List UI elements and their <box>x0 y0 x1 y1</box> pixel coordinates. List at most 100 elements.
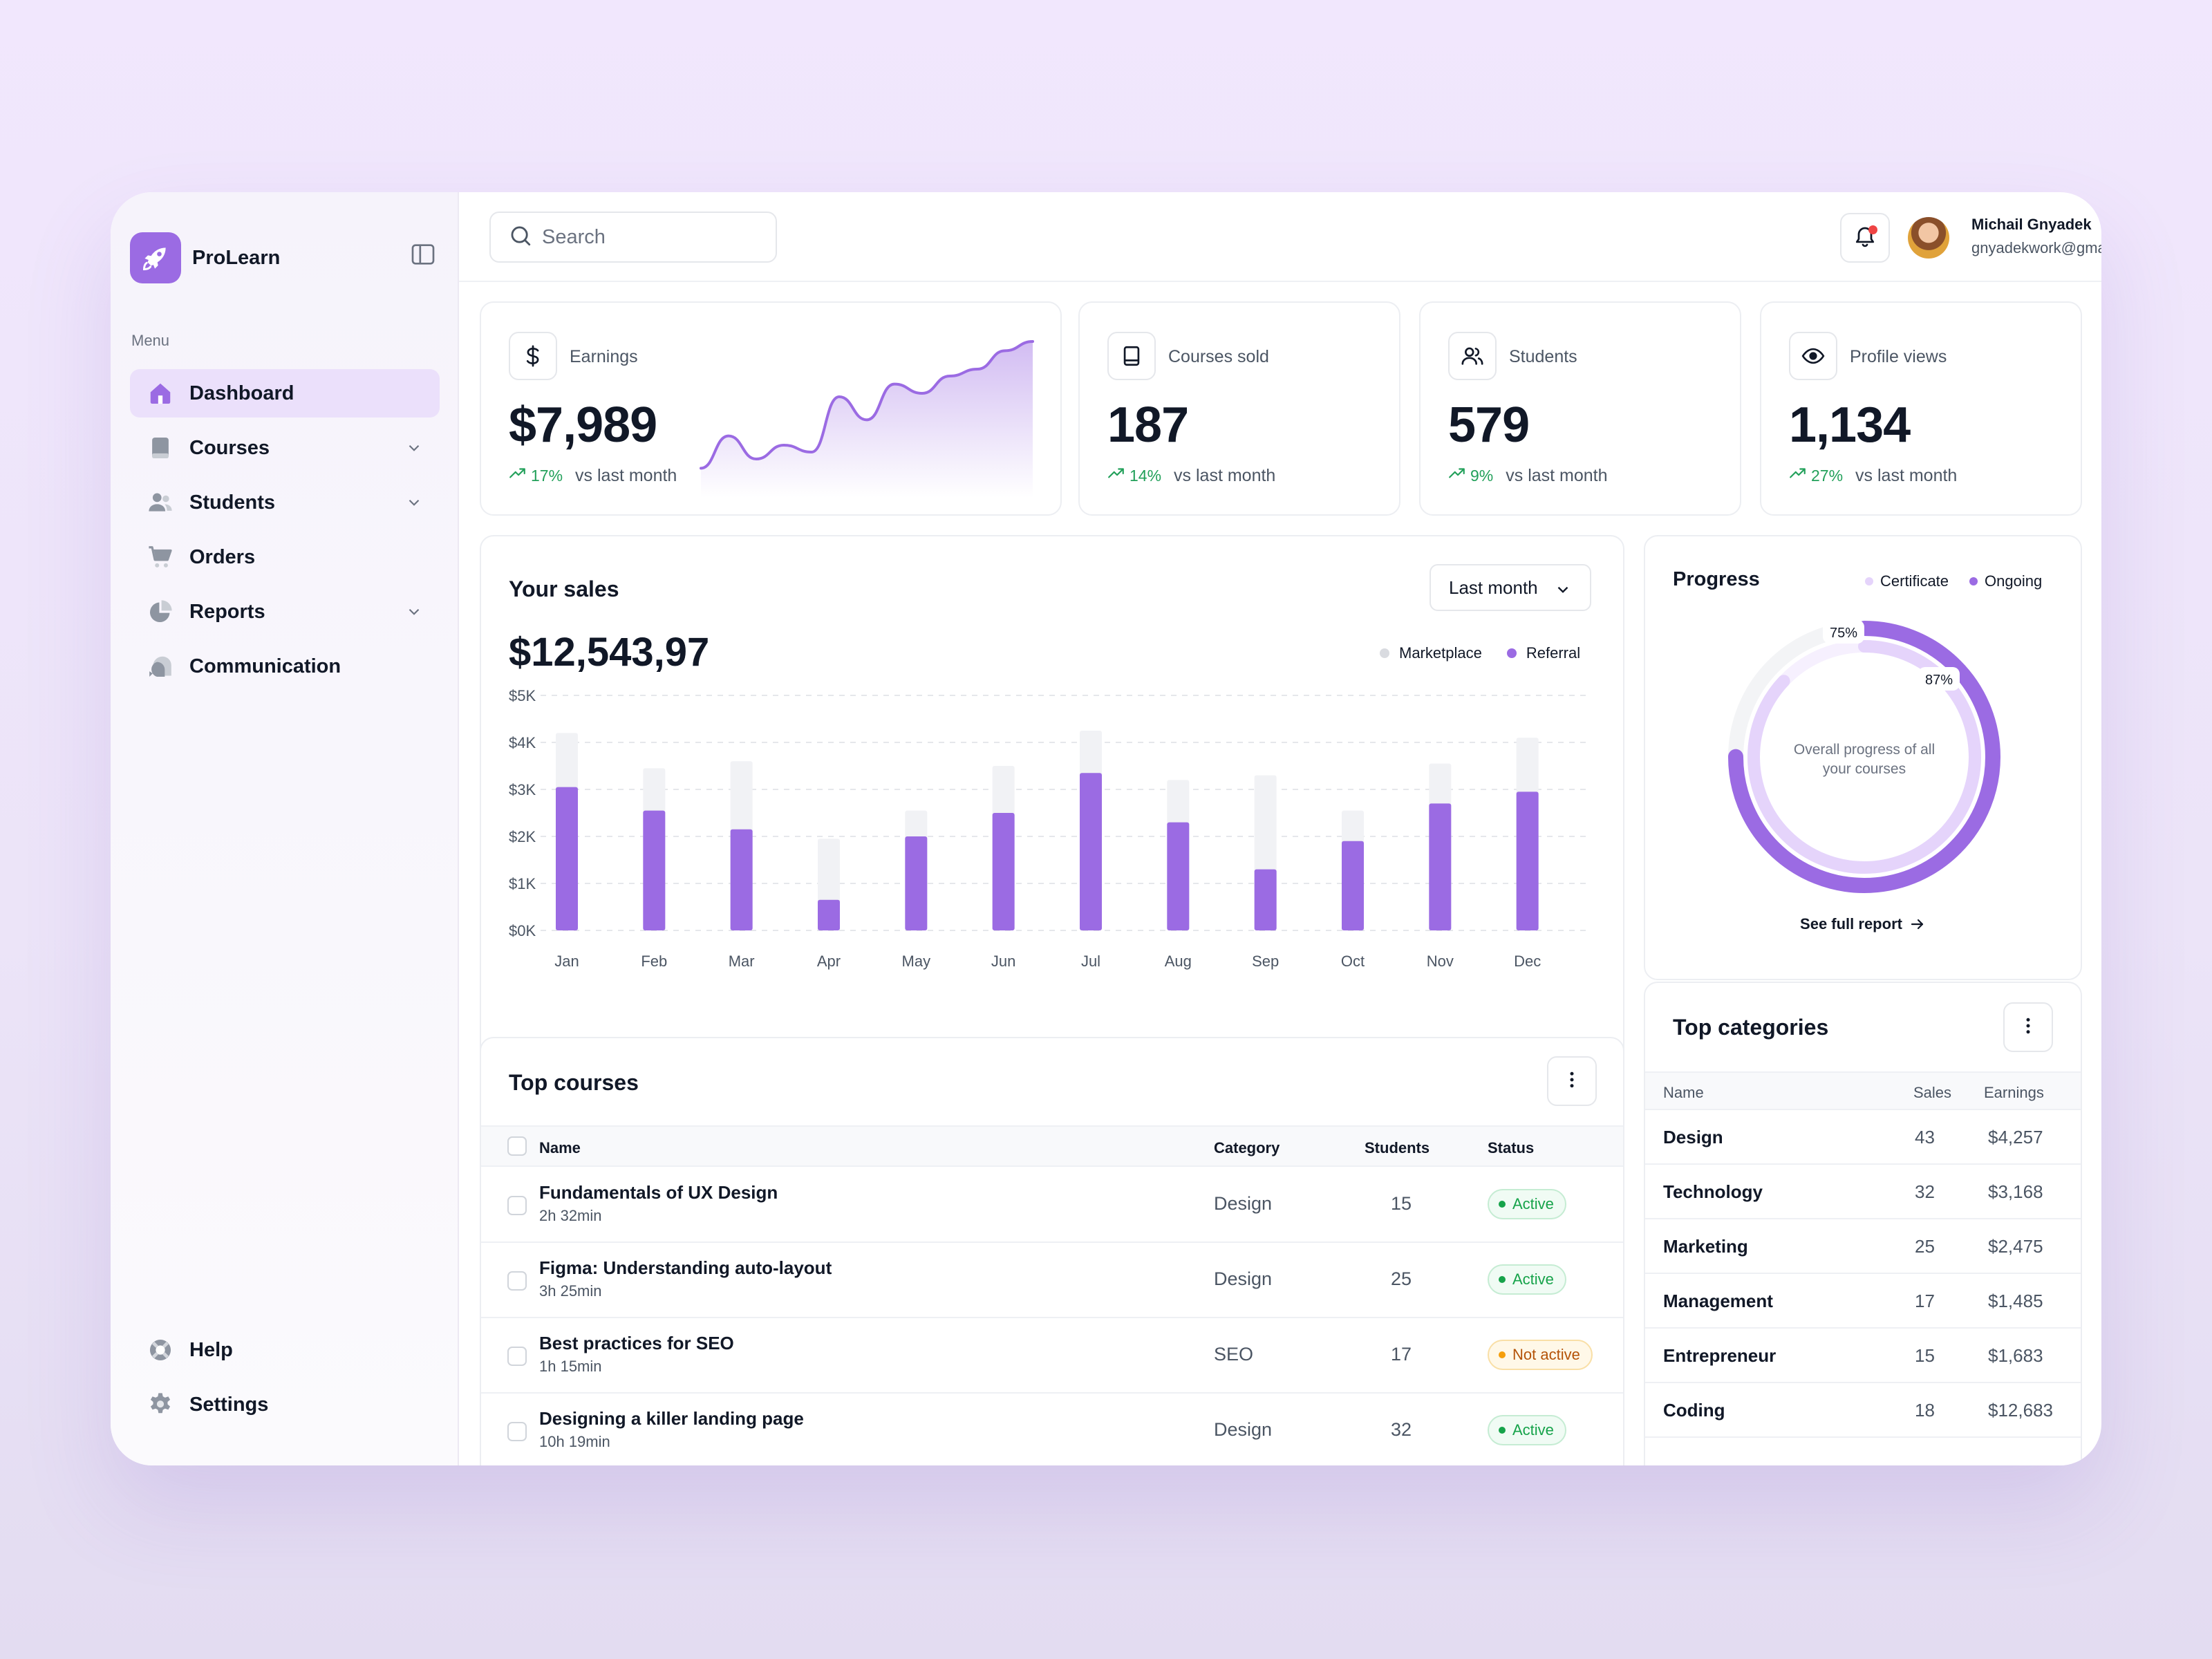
trend-up-icon <box>1789 465 1807 487</box>
y-tick-label: $3K <box>509 781 536 798</box>
main-nav: Dashboard Courses Students <box>130 369 440 697</box>
cart-icon <box>147 543 174 571</box>
status-dot <box>1499 1351 1506 1358</box>
row-checkbox[interactable] <box>507 1422 527 1441</box>
lifebuoy-icon <box>147 1336 174 1364</box>
trend-text: vs last month <box>1174 465 1276 485</box>
sidebar-item-help[interactable]: Help <box>130 1326 440 1374</box>
x-tick-label: Oct <box>1341 953 1365 970</box>
avatar[interactable] <box>1908 217 1949 259</box>
table-row[interactable]: Design 43 $4,257 <box>1645 1110 2081 1165</box>
y-tick-label: $5K <box>509 687 536 704</box>
pie-chart-icon <box>147 598 174 626</box>
sidebar-item-settings[interactable]: Settings <box>130 1380 440 1429</box>
x-tick-label: Jan <box>554 953 579 970</box>
sidebar-item-students[interactable]: Students <box>130 478 440 527</box>
category-name: Marketing <box>1663 1236 1748 1257</box>
row-checkbox[interactable] <box>507 1271 527 1291</box>
table-row[interactable]: Coding 18 $12,683 <box>1645 1383 2081 1438</box>
sales-legend: Marketplace Referral <box>1380 644 1580 662</box>
table-row[interactable]: Management 17 $1,485 <box>1645 1274 2081 1329</box>
table-row[interactable]: Best practices for SEO 1h 15min SEO 17 Not a… <box>481 1319 1623 1394</box>
sidebar-item-courses[interactable]: Courses <box>130 424 440 472</box>
course-students: 15 <box>1391 1193 1412 1214</box>
sidebar-item-communication[interactable]: Communication <box>130 642 440 691</box>
sidebar-toggle-icon[interactable] <box>409 241 437 268</box>
x-tick-label: Nov <box>1427 953 1454 970</box>
brand[interactable]: ProLearn <box>130 232 280 283</box>
sidebar-item-reports[interactable]: Reports <box>130 588 440 636</box>
x-tick-label: Feb <box>641 953 667 970</box>
table-row[interactable]: Technology 32 $3,168 <box>1645 1165 2081 1219</box>
column-header-students: Students <box>1365 1139 1430 1156</box>
category-earnings: $2,475 <box>1988 1236 2043 1257</box>
category-name: Design <box>1663 1127 1723 1147</box>
certificate-arc <box>1747 640 1981 874</box>
column-header-category: Category <box>1214 1139 1280 1156</box>
profile-views-card: Profile views 1,134 27% vs last month <box>1760 301 2082 516</box>
table-row[interactable]: Marketing 25 $2,475 <box>1645 1219 2081 1274</box>
see-full-report-label: See full report <box>1800 915 1902 932</box>
table-row[interactable]: Entrepreneur 15 $1,683 <box>1645 1329 2081 1383</box>
bar-referral <box>905 836 928 930</box>
table-row[interactable]: Designing a killer landing page 10h 19min… <box>481 1394 1623 1465</box>
sparkline-line <box>700 340 1034 470</box>
sidebar-item-orders[interactable]: Orders <box>130 533 440 581</box>
status-badge: Not active <box>1488 1340 1593 1370</box>
book-outline-icon <box>1107 332 1156 380</box>
top-categories-menu-button[interactable] <box>2003 1002 2053 1052</box>
more-vertical-icon <box>2018 1015 2038 1040</box>
legend-item-marketplace: Marketplace <box>1380 644 1482 662</box>
status-dot <box>1499 1276 1506 1283</box>
sidebar-item-label: Communication <box>189 655 341 677</box>
category-earnings: $4,257 <box>1988 1127 2043 1147</box>
table-header: Name Category Students Status <box>481 1125 1623 1167</box>
menu-label: Menu <box>131 332 170 349</box>
trend-percent: 9% <box>1470 466 1494 485</box>
chevron-down-icon[interactable] <box>405 603 423 621</box>
row-checkbox[interactable] <box>507 1347 527 1366</box>
top-categories-title: Top categories <box>1673 1015 1829 1040</box>
bar-referral <box>643 810 666 930</box>
top-courses-title: Top courses <box>509 1070 639 1095</box>
stat-label: Profile views <box>1850 347 1947 366</box>
y-tick-label: $4K <box>509 734 536 751</box>
category-earnings: $1,485 <box>1988 1291 2043 1311</box>
x-tick-label: Jul <box>1081 953 1100 970</box>
search-input[interactable] <box>542 225 763 249</box>
search-box[interactable] <box>489 212 777 263</box>
period-value: Last month <box>1449 577 1538 598</box>
period-select[interactable]: Last month <box>1430 564 1591 611</box>
trend-text: vs last month <box>1506 465 1608 485</box>
chevron-down-icon[interactable] <box>405 494 423 512</box>
course-category: Design <box>1214 1193 1273 1214</box>
notifications-button[interactable] <box>1840 213 1890 263</box>
sales-total: $12,543,97 <box>509 630 710 675</box>
bar-referral <box>556 787 578 930</box>
top-courses-menu-button[interactable] <box>1547 1056 1597 1106</box>
select-all-checkbox[interactable] <box>507 1136 527 1156</box>
y-tick-label: $1K <box>509 875 536 892</box>
sidebar-item-label: Help <box>189 1338 233 1361</box>
users-outline-icon <box>1448 332 1497 380</box>
progress-caption-line-2: your courses <box>1823 761 1906 777</box>
course-name: Fundamentals of UX Design <box>539 1182 778 1203</box>
chevron-down-icon[interactable] <box>405 439 423 457</box>
stat-trend: 9% vs last month <box>1448 465 1608 487</box>
status-label: Active <box>1512 1195 1554 1212</box>
status-badge: Active <box>1488 1189 1566 1219</box>
course-category: SEO <box>1214 1344 1254 1365</box>
category-sales: 18 <box>1915 1400 1935 1421</box>
progress-caption-line-1: Overall progress of all <box>1794 742 1935 758</box>
category-name: Coding <box>1663 1400 1725 1421</box>
sidebar-item-dashboard[interactable]: Dashboard <box>130 369 440 418</box>
stat-trend: 27% vs last month <box>1789 465 1957 487</box>
table-row[interactable]: Figma: Understanding auto-layout 3h 25min… <box>481 1244 1623 1318</box>
stat-value: 579 <box>1448 397 1530 453</box>
course-duration: 10h 19min <box>539 1433 610 1450</box>
table-row[interactable]: Fundamentals of UX Design 2h 32min Design 1… <box>481 1168 1623 1243</box>
see-full-report-link[interactable]: See full report <box>1645 915 2081 933</box>
course-name: Best practices for SEO <box>539 1333 734 1353</box>
row-checkbox[interactable] <box>507 1196 527 1215</box>
column-header-sales: Sales <box>1913 1084 1952 1101</box>
